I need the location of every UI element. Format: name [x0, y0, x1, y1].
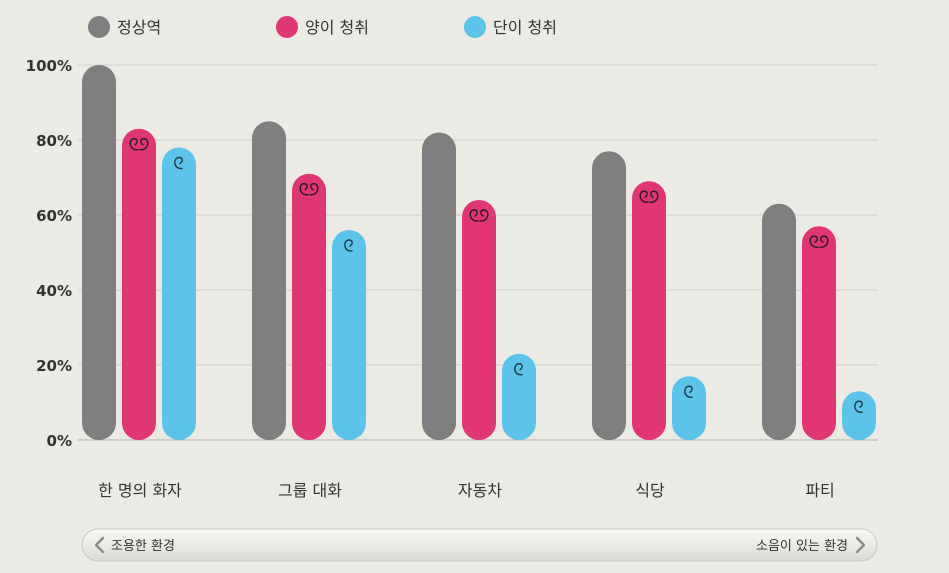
- bar-normal: [82, 65, 116, 440]
- binaural-ear-icon: [469, 209, 489, 222]
- monaural-ear-icon: [344, 239, 353, 252]
- binaural-ear-icon: [129, 138, 149, 151]
- environment-right-label: 소음이 있는 환경: [756, 539, 848, 554]
- bar-normal: [592, 151, 626, 440]
- legend-label-binaural: 양이 청취: [305, 18, 369, 37]
- bar-binaural: [122, 128, 156, 440]
- category-label: 자동차: [458, 481, 502, 500]
- y-tick-label: 80%: [36, 132, 72, 150]
- bar-normal: [422, 132, 456, 440]
- legend-label-normal: 정상역: [117, 18, 161, 37]
- environment-scale: 조용한 환경 소음이 있는 환경: [81, 528, 878, 562]
- x-axis-categories: 한 명의 화자 그룹 대화 자동차 식당 파티: [98, 481, 835, 500]
- bar-binaural: [292, 173, 326, 440]
- y-tick-label: 0%: [47, 432, 72, 450]
- legend-swatch-monaural: [464, 16, 486, 38]
- legend: 정상역 양이 청취 단이 청취: [88, 16, 557, 38]
- monaural-ear-icon: [684, 385, 693, 398]
- category-label: 식당: [635, 481, 665, 500]
- monaural-ear-icon: [174, 156, 183, 170]
- bar-normal: [762, 203, 796, 440]
- legend-swatch-binaural: [276, 16, 298, 38]
- y-tick-label: 60%: [36, 207, 72, 225]
- legend-label-monaural: 단이 청취: [493, 18, 557, 37]
- category-label: 파티: [805, 481, 834, 500]
- bar-monaural: [162, 147, 196, 440]
- legend-swatch-normal: [88, 16, 110, 38]
- y-tick-label: 100%: [26, 57, 72, 75]
- environment-scale-bar: [81, 528, 878, 562]
- y-tick-label: 40%: [36, 282, 72, 300]
- bar-monaural: [672, 376, 706, 440]
- y-tick-label: 20%: [36, 357, 72, 375]
- bar-monaural: [842, 391, 876, 440]
- bar-monaural: [502, 353, 536, 440]
- bar-binaural: [632, 181, 666, 440]
- bar-normal: [252, 121, 286, 440]
- bar-binaural: [462, 200, 496, 440]
- monaural-ear-icon: [854, 400, 863, 413]
- y-axis-ticks: 0% 20% 40% 60% 80% 100%: [26, 57, 72, 450]
- bars: [82, 65, 876, 440]
- chevron-right-icon: [855, 536, 866, 554]
- category-label: 그룹 대화: [278, 481, 342, 500]
- bar-monaural: [332, 230, 366, 440]
- category-label: 한 명의 화자: [98, 481, 182, 500]
- environment-left-label: 조용한 환경: [111, 539, 175, 554]
- binaural-ear-icon: [299, 183, 319, 196]
- binaural-ear-icon: [809, 235, 829, 248]
- chevron-left-icon: [94, 536, 105, 554]
- binaural-ear-icon: [639, 190, 659, 203]
- bar-binaural: [802, 226, 836, 440]
- monaural-ear-icon: [514, 363, 523, 376]
